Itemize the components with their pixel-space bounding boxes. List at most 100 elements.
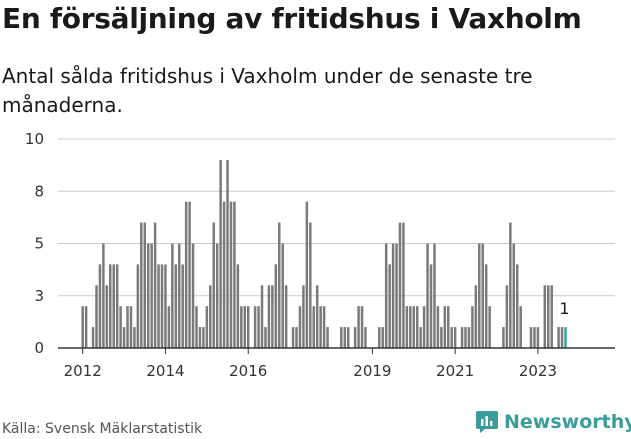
bar: [450, 327, 453, 348]
bar: [257, 306, 260, 348]
bar: [209, 285, 212, 348]
chart-subtitle: Antal sålda fritidshus i Vaxholm under d…: [2, 64, 533, 117]
bar: [240, 306, 243, 348]
bar: [426, 243, 429, 348]
bar: [512, 243, 516, 348]
bar: [302, 285, 305, 348]
bar: [415, 306, 419, 348]
x-tick-label: 2014: [146, 362, 184, 380]
bar: [202, 327, 205, 348]
bar: [519, 306, 522, 348]
bar: [236, 264, 240, 348]
bar: [405, 306, 409, 348]
bar: [340, 327, 343, 348]
bar: [464, 327, 467, 348]
bar: [215, 243, 219, 348]
bar: [474, 285, 478, 348]
bar: [274, 264, 278, 348]
bar: [453, 327, 457, 348]
bar: [353, 327, 357, 348]
bar: [298, 306, 302, 348]
bar: [343, 327, 347, 348]
bar: [157, 264, 160, 348]
bar: [122, 327, 126, 348]
bar: [184, 201, 188, 348]
bar: [95, 285, 98, 348]
bar: [150, 243, 153, 348]
bar: [295, 327, 298, 348]
bar: [364, 327, 367, 348]
bar: [198, 327, 202, 348]
bar: [205, 306, 209, 348]
bar: [105, 285, 109, 348]
bar: [112, 264, 115, 348]
chart-title: En försäljning av fritidshus i Vaxholm: [2, 2, 582, 35]
source-note: Källa: Svensk Mäklarstatistik: [2, 421, 203, 437]
bar: [550, 285, 553, 348]
bar: [312, 306, 315, 348]
bar: [412, 306, 416, 348]
bar: [360, 306, 364, 348]
bar: [164, 264, 167, 348]
bar: [402, 222, 405, 348]
highlight-bar: [564, 327, 567, 348]
bar: [436, 306, 440, 348]
bar: [84, 306, 88, 348]
bar: [115, 264, 119, 348]
bar: [398, 222, 402, 348]
bar: [484, 264, 488, 348]
bar: [305, 201, 309, 348]
bar: [109, 264, 112, 348]
bar: [347, 327, 350, 348]
bar: [129, 306, 133, 348]
bar: [284, 285, 288, 348]
bar: [319, 306, 322, 348]
bar: [281, 243, 284, 348]
bar: [536, 327, 540, 348]
highlight-label: 1: [559, 299, 569, 318]
bar: [547, 285, 550, 348]
x-tick-label: 2023: [519, 362, 557, 380]
bar: [171, 243, 174, 348]
bar: [260, 285, 264, 348]
bar: [219, 159, 222, 348]
bar: [478, 243, 481, 348]
bar: [146, 243, 150, 348]
bar: [167, 306, 171, 348]
bar-chart-logo-icon: [476, 411, 498, 433]
y-tick-label: 10: [25, 130, 44, 148]
bar: [357, 306, 360, 348]
bar: [191, 243, 195, 348]
bar: [467, 327, 471, 348]
x-tick-label: 2016: [229, 362, 267, 380]
bar: [212, 222, 215, 348]
y-tick-label: 8: [34, 182, 44, 200]
bar: [557, 327, 560, 348]
bar: [102, 243, 105, 348]
bar: [433, 243, 436, 348]
bar: [153, 222, 157, 348]
bar: [409, 306, 412, 348]
y-tick-label: 0: [34, 339, 44, 357]
bar: [243, 306, 247, 348]
bar: [419, 327, 422, 348]
bar: [278, 222, 281, 348]
bar: [515, 264, 519, 348]
bar: [502, 327, 505, 348]
bar: [443, 306, 447, 348]
x-tick-label: 2012: [64, 362, 102, 380]
bar: [388, 264, 391, 348]
bar: [488, 306, 491, 348]
bar: [126, 306, 129, 348]
bar: [233, 201, 236, 348]
bar: [143, 222, 147, 348]
bar: [529, 327, 533, 348]
bar-chart: 0 3 5 8 10 2012 2014 2016 2019 2021 2023 1: [25, 130, 615, 380]
bar: [315, 285, 319, 348]
bar: [98, 264, 102, 348]
bar: [481, 243, 484, 348]
bar: [81, 306, 84, 348]
x-tick-label: 2019: [353, 362, 391, 380]
bar: [267, 285, 271, 348]
bar: [188, 201, 191, 348]
